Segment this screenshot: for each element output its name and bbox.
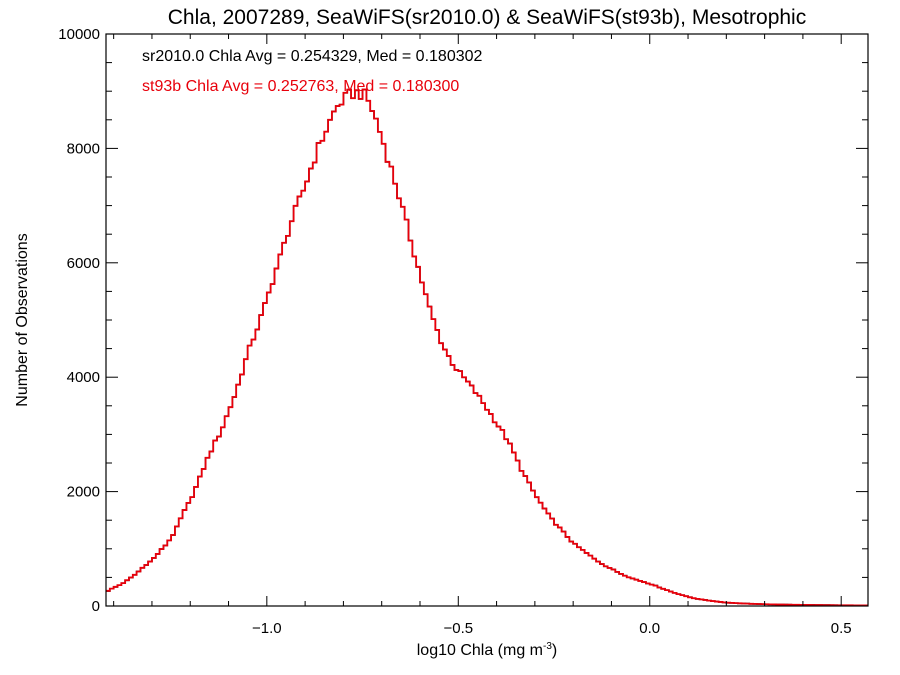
x-tick-label: −1.0 — [252, 620, 282, 637]
histogram-step-series-0 — [106, 88, 868, 607]
x-axis-label-main: log10 Chla (mg m — [417, 642, 543, 659]
x-tick-label: 0.5 — [831, 620, 852, 637]
axis-ticks — [106, 33, 868, 607]
y-tick-label: 4000 — [67, 369, 100, 386]
x-axis-label: log10 Chla (mg m-3) — [417, 641, 558, 659]
annotation-st93b: st93b Chla Avg = 0.252763, Med = 0.18030… — [142, 78, 459, 95]
x-tick-label: −0.5 — [443, 620, 473, 637]
y-tick-label: 0 — [92, 598, 100, 615]
x-tick-label: 0.0 — [639, 620, 660, 637]
y-tick-label: 10000 — [58, 26, 100, 43]
histogram-series — [106, 88, 868, 607]
chart-title: Chla, 2007289, SeaWiFS(sr2010.0) & SeaWi… — [168, 6, 806, 29]
plot-frame — [105, 33, 869, 607]
axis-tick-labels: −1.0 −0.5 0.0 0.5 0 2000 4000 6000 8000 10000 — [58, 26, 851, 637]
x-axis-label-close: ) — [552, 642, 557, 659]
y-tick-label: 2000 — [67, 484, 100, 501]
y-tick-label: 6000 — [67, 255, 100, 272]
histogram-step-series-1 — [106, 88, 868, 607]
x-axis-label-superscript: -3 — [543, 641, 552, 652]
y-axis-label: Number of Observations — [14, 233, 31, 406]
y-tick-label: 8000 — [67, 140, 100, 157]
annotation-sr2010: sr2010.0 Chla Avg = 0.254329, Med = 0.18… — [142, 48, 483, 65]
